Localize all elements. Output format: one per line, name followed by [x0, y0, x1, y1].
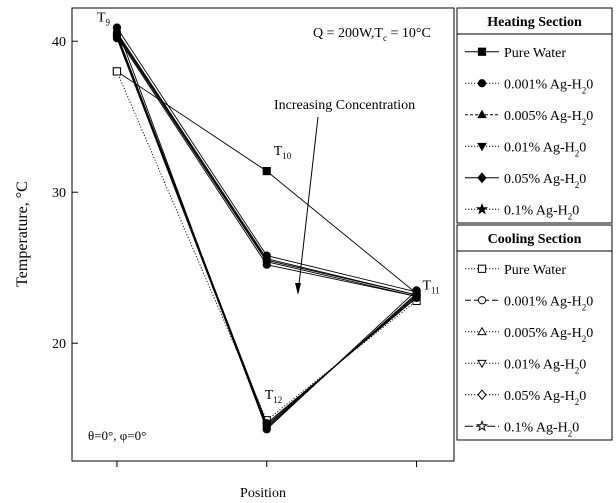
point-heating-section-0-1-ag-h2o-1: [262, 251, 271, 260]
point-label-t11: T11: [423, 278, 440, 295]
y-tick-label: 40: [52, 35, 66, 50]
y-tick-label: 30: [52, 186, 66, 201]
legend-title: Cooling Section: [488, 232, 582, 247]
series-line-cooling-section-pure-water: [116, 71, 417, 421]
legend-label: 0.005% Ag-H20: [504, 109, 593, 127]
legend-marker-diamond: [477, 389, 487, 401]
legend-title: Heating Section: [487, 15, 582, 30]
point-label-t10: T10: [274, 144, 292, 161]
legend-label: 0.01% Ag-H20: [504, 140, 586, 158]
angles-annotation: θ=0°, φ=0°: [88, 428, 146, 443]
legend-label: 0.05% Ag-H20: [504, 172, 586, 190]
series-line-cooling-section-0-01-ag-h2o: [116, 35, 417, 428]
legend-label: 0.001% Ag-H20: [504, 294, 593, 312]
axis-layer: 20 30 40: [52, 35, 418, 467]
point-heating-section-pure-water-1: [262, 166, 271, 176]
legend: Heating Section Pure Water 0.001% Ag-H20 0.…: [456, 7, 613, 441]
legend-label: 0.1% Ag-H20: [504, 203, 579, 221]
point-cooling-section-pure-water-0: [112, 67, 122, 76]
conditions-annotation: Q = 200W,Tc = 10°C: [313, 26, 431, 43]
point-label-t12: T12: [265, 388, 283, 405]
legend-label: 0.05% Ag-H20: [504, 389, 586, 407]
point-heating-section-0-05-ag-h2o-1: [262, 260, 271, 269]
point-label-t9: T9: [97, 11, 111, 28]
legend-marker-circle: [477, 79, 487, 88]
y-axis-label: Temperature, °C: [14, 181, 31, 287]
trend-arrow-head: [295, 283, 301, 295]
legend-label: 0.001% Ag-H20: [504, 77, 593, 95]
point-cooling-section-0-1-ag-h2o-1: [262, 425, 271, 434]
x-axis-label: Position: [240, 486, 286, 501]
plot-frame: [71, 7, 455, 462]
point-cooling-section-0-1-ag-h2o-0: [112, 23, 122, 32]
legend-label: 0.1% Ag-H20: [504, 420, 579, 438]
legend-marker-diamond: [477, 172, 487, 184]
legend-marker-triangle-up: [477, 109, 487, 119]
series-line-cooling-section-0-1-ag-h2o: [116, 27, 417, 431]
legend-marker-star: [475, 419, 489, 432]
trend-annotation: Increasing Concentration: [274, 98, 415, 113]
legend-marker-triangle-down: [477, 359, 487, 369]
trend-arrow: [297, 116, 319, 294]
legend-marker-triangle-up: [477, 326, 487, 336]
legend-marker-star: [475, 202, 489, 215]
series-line-cooling-section-0-005-ag-h2o: [116, 33, 417, 426]
legend-marker-square: [477, 47, 487, 56]
plot-layer: [112, 23, 421, 434]
legend-label: Pure Water: [504, 263, 566, 278]
y-tick-label: 20: [52, 337, 66, 352]
label-layer: T9 T10 T11 T12: [97, 11, 440, 405]
legend-label: 0.005% Ag-H20: [504, 326, 593, 344]
legend-label: Pure Water: [504, 46, 566, 61]
legend-marker-circle: [477, 296, 487, 305]
legend-marker-triangle-down: [477, 142, 487, 152]
legend-label: 0.01% Ag-H20: [504, 357, 586, 375]
series-line-cooling-section-0-001-ag-h2o: [116, 36, 417, 425]
legend-marker-square: [477, 264, 487, 273]
point-cooling-section-0-1-ag-h2o-2: [412, 286, 421, 295]
